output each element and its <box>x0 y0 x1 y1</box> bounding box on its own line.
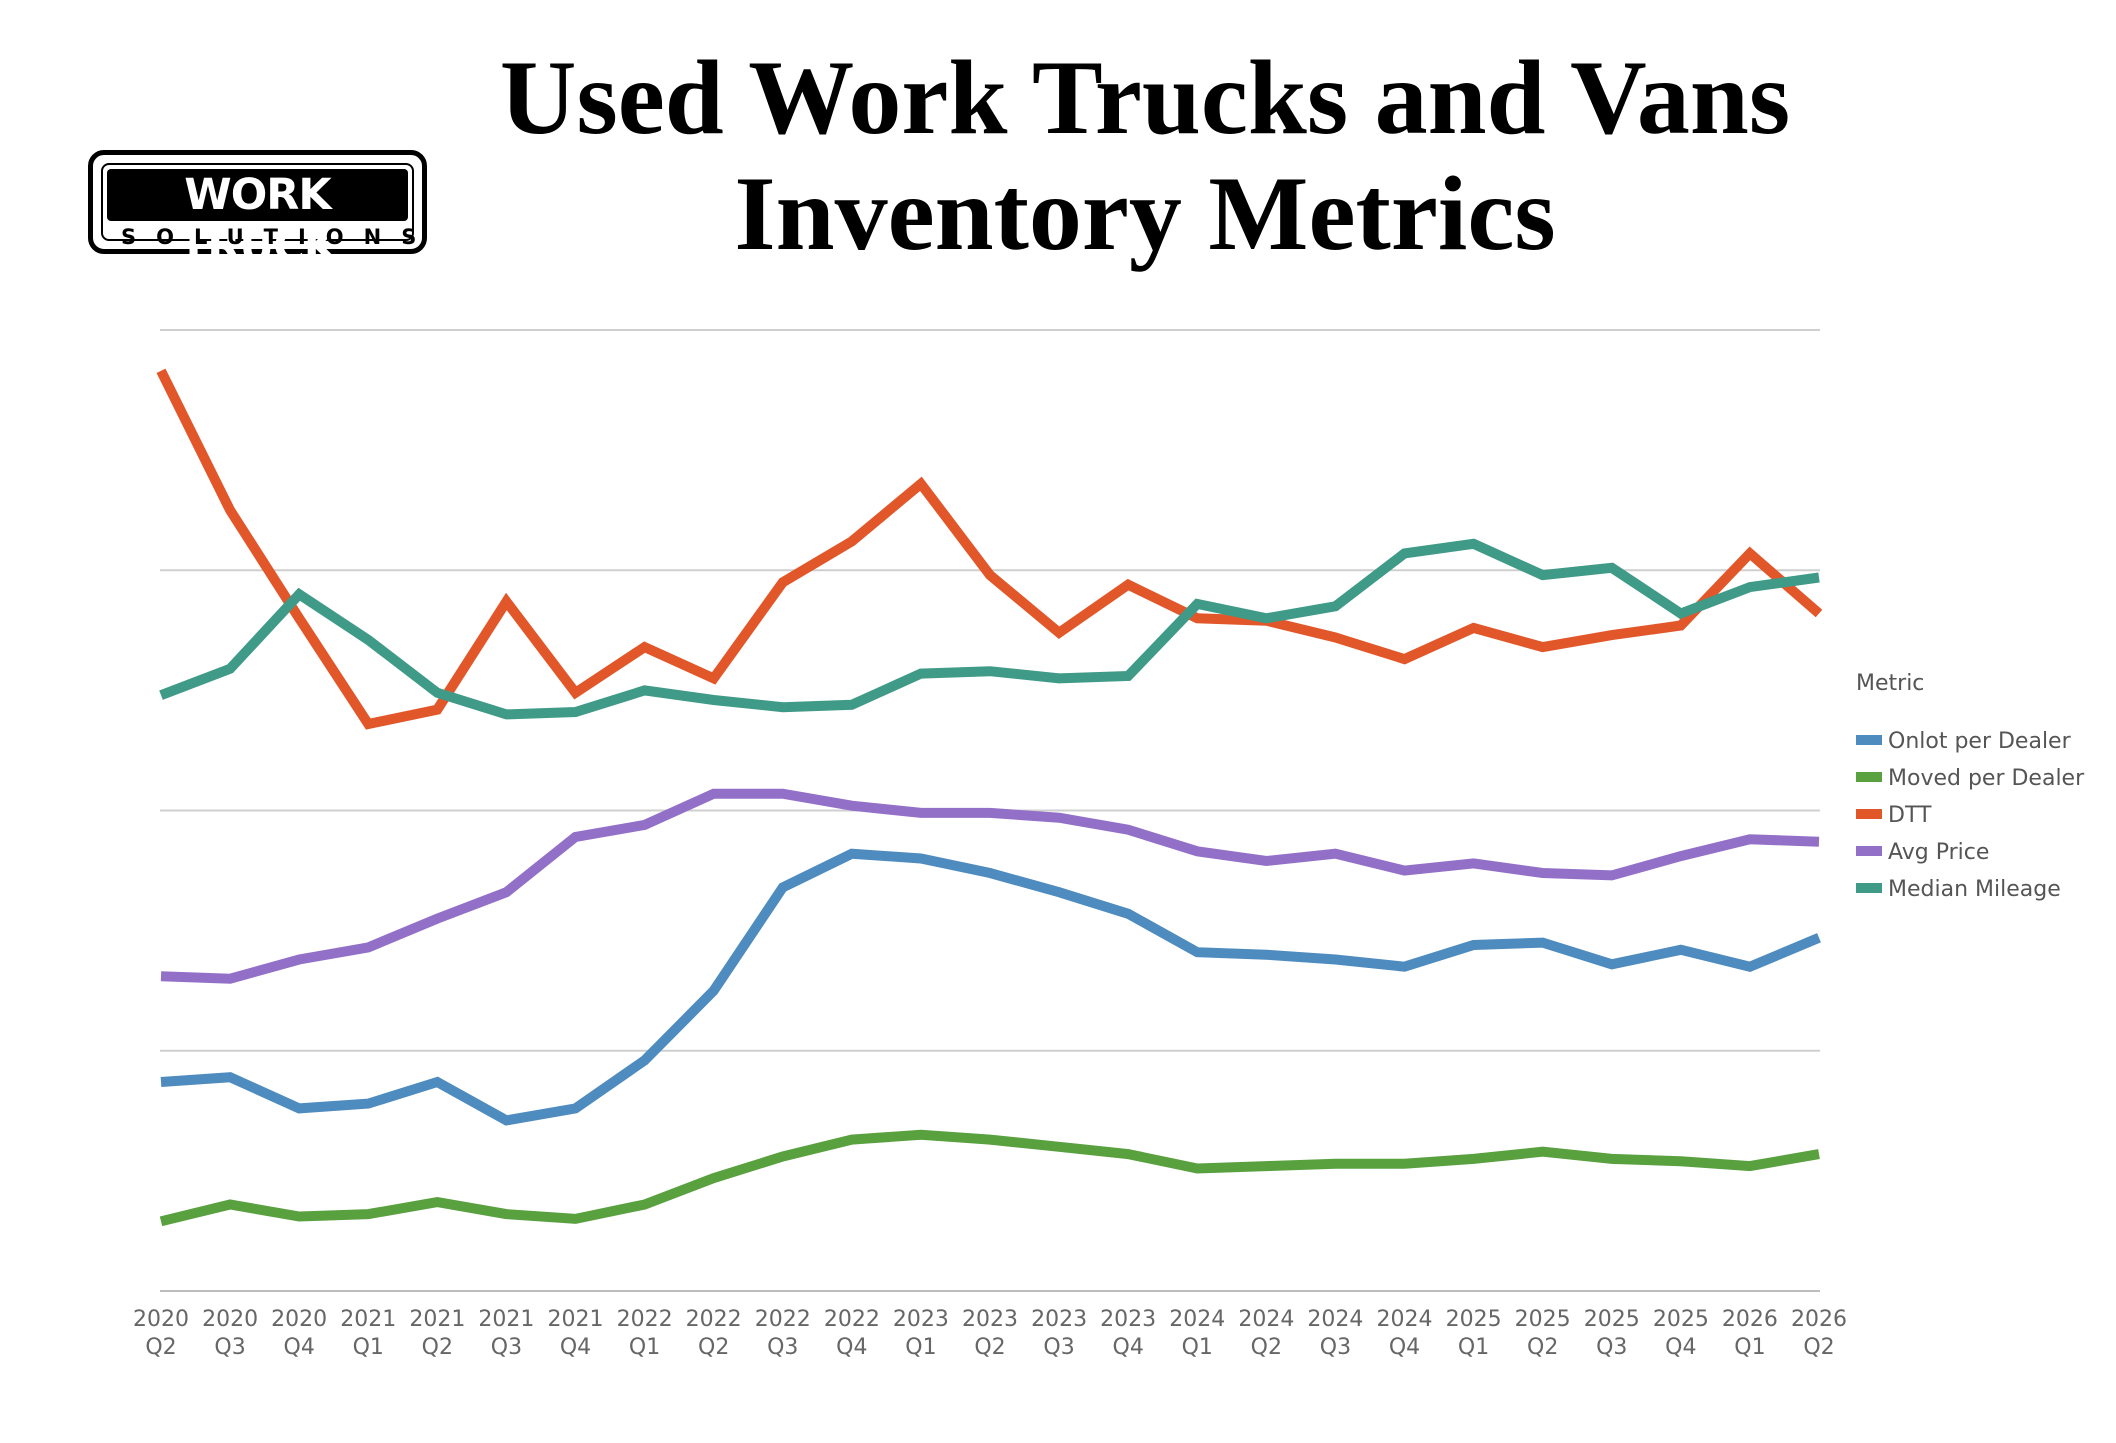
chart-title: Used Work Trucks and Vans Inventory Metr… <box>499 39 1791 272</box>
x-tick-label: 2024 Q3 <box>1307 1307 1363 1360</box>
series-lines <box>156 368 1823 1227</box>
x-tick-label: 2022 Q2 <box>686 1307 742 1360</box>
legend-label: Moved per Dealer <box>1888 766 2085 791</box>
x-tick-label: 2022 Q1 <box>617 1307 673 1360</box>
x-tick-label: 2025 Q2 <box>1515 1307 1571 1360</box>
legend-label: DTT <box>1888 803 1932 828</box>
x-tick-label: 2022 Q3 <box>755 1307 811 1360</box>
logo-line-1: WORK TRUCK <box>107 169 408 272</box>
legend-swatch <box>1856 846 1882 856</box>
x-tick-label: 2020 Q2 <box>133 1307 189 1360</box>
legend-swatch <box>1856 809 1882 819</box>
legend: Metric Onlot per Dealer Moved per Dealer D… <box>1856 671 2085 902</box>
x-tick-label: 2021 Q2 <box>409 1307 465 1360</box>
legend-title: Metric <box>1856 671 1924 696</box>
x-tick-label: 2025 Q3 <box>1584 1307 1640 1360</box>
x-tick-label: 2022 Q4 <box>824 1307 880 1360</box>
x-tick-label: 2023 Q1 <box>893 1307 949 1360</box>
x-tick-label: 2023 Q3 <box>1031 1307 1087 1360</box>
series-line-dtt <box>156 368 1823 730</box>
x-tick-label: 2025 Q4 <box>1653 1307 1709 1360</box>
series-line-onlot-per-dealer <box>160 848 1821 1126</box>
x-tick-label: 2020 Q3 <box>202 1307 258 1360</box>
legend-label: Median Mileage <box>1888 877 2061 902</box>
x-tick-label: 2025 Q1 <box>1446 1307 1502 1360</box>
x-tick-label: 2020 Q4 <box>271 1307 327 1360</box>
series-line-median-mileage <box>159 538 1820 720</box>
legend-swatch <box>1856 772 1882 782</box>
legend-swatch <box>1856 883 1882 893</box>
x-tick-label: 2024 Q4 <box>1377 1307 1433 1360</box>
legend-swatch <box>1856 735 1882 745</box>
logo-frame: WORK TRUCK SOLUTIONS <box>101 163 416 272</box>
x-tick-label: 2024 Q1 <box>1169 1307 1225 1360</box>
x-tick-label: 2021 Q3 <box>478 1307 534 1360</box>
x-tick-label: 2021 Q4 <box>548 1307 604 1360</box>
legend-label: Onlot per Dealer <box>1888 729 2072 754</box>
x-tick-label: 2026 Q2 <box>1791 1307 1847 1360</box>
series-line-moved-per-dealer <box>159 1129 1820 1227</box>
x-tick-label: 2026 Q1 <box>1722 1307 1778 1360</box>
logo-line-2: SOLUTIONS <box>121 225 437 249</box>
work-truck-solutions-logo: WORK TRUCK SOLUTIONS <box>88 150 427 272</box>
x-tick-label: 2023 Q2 <box>962 1307 1018 1360</box>
series-line-avg-price <box>160 788 1820 984</box>
x-tick-label: 2023 Q4 <box>1100 1307 1156 1360</box>
x-tick-label: 2024 Q2 <box>1238 1307 1294 1360</box>
legend-label: Avg Price <box>1888 840 1989 865</box>
x-tick-label: 2021 Q1 <box>340 1307 396 1360</box>
